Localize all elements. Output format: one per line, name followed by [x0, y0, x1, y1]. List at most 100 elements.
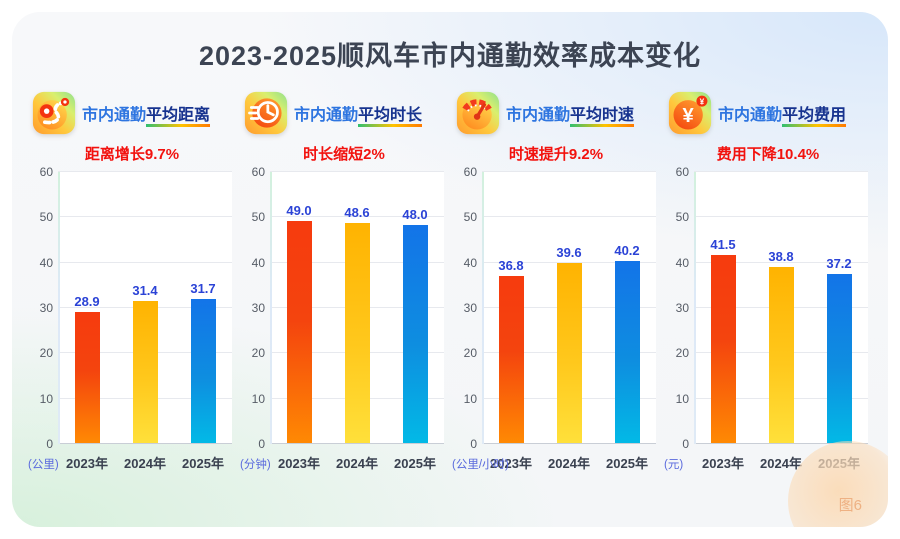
- bar-2023年: [74, 312, 100, 443]
- y-axis-tick-label: 20: [675, 346, 689, 361]
- bar-slot: 48.0: [386, 203, 444, 443]
- y-axis-line: [482, 172, 484, 444]
- y-axis-tick-label: 10: [39, 391, 53, 406]
- bar-value-label: 40.2: [614, 242, 640, 258]
- bar-slot: 31.4: [116, 281, 174, 443]
- y-axis-tick-label: 10: [463, 391, 477, 406]
- panel-avg-distance: 市内通勤平均距离 距离增长9.7% 0 10 20 30 40 50 60 28.9 31.4…: [28, 89, 232, 477]
- change-summary: 距离增长9.7%: [84, 146, 180, 163]
- y-axis-tick-label: 0: [258, 437, 265, 451]
- panel-title: 市内通勤平均时长: [294, 101, 423, 127]
- y-axis-unit: (元): [664, 459, 684, 471]
- y-axis-tick-label: 40: [463, 255, 477, 270]
- panel-header: ¥ ¥ 市内通勤平均费用: [668, 89, 868, 137]
- gridline: [482, 261, 656, 263]
- y-axis-tick-label: 0: [46, 437, 53, 451]
- x-axis-category-label: 2024年: [124, 456, 166, 471]
- x-axis: (分钟) 2023年 2024年 2025年: [240, 453, 444, 477]
- y-axis: 0 10 20 30 40 50 60: [456, 165, 482, 451]
- bar-value-label: 36.8: [498, 258, 524, 274]
- bar-2023年: [710, 254, 736, 443]
- bar-value-label: 41.5: [710, 236, 736, 252]
- gridline: [58, 261, 232, 263]
- bar-2025年: [614, 260, 640, 443]
- change-summary: 费用下降10.4%: [716, 146, 820, 163]
- y-axis: 0 10 20 30 40 50 60: [244, 165, 270, 451]
- y-axis-tick-label: 30: [39, 301, 53, 315]
- y-axis-tick-label: 20: [39, 346, 53, 361]
- panel-title-highlight: 平均时长: [358, 107, 423, 127]
- x-axis-category-label: 2023年: [66, 456, 108, 471]
- panel-avg-cost: ¥ ¥ 市内通勤平均费用 费用下降10.4% 0 10 20 30 40 50 60 41.…: [664, 89, 868, 477]
- gridline: [694, 216, 868, 218]
- panel-title-highlight: 平均费用: [782, 107, 847, 127]
- panel-title-prefix: 市内通勤: [506, 107, 571, 124]
- panel-title-prefix: 市内通勤: [718, 107, 783, 124]
- clock-icon: [244, 91, 288, 135]
- bar-slot: 31.7: [174, 281, 232, 443]
- bar-2024年: [768, 267, 794, 443]
- plot-area: 28.9 31.4 31.7: [58, 171, 232, 444]
- bar-slot: 36.8: [482, 243, 540, 443]
- y-axis-tick-label: 60: [39, 165, 53, 179]
- x-axis-category-label: 2025年: [394, 456, 436, 471]
- change-summary: 时速提升9.2%: [508, 146, 604, 163]
- gridline: [694, 261, 868, 263]
- panel-header: 市内通勤平均时长: [244, 89, 444, 137]
- bar-group: 49.0 48.6 48.0: [270, 203, 444, 443]
- infographic-card: 2023-2025顺风车市内通勤效率成本变化 市内通勤平均距离 距离增长9.7%…: [12, 12, 888, 527]
- panel-title-highlight: 平均时速: [570, 107, 635, 127]
- y-axis-tick-label: 40: [251, 255, 265, 270]
- x-axis: (公里) 2023年 2024年 2025年: [28, 453, 232, 477]
- y-axis-tick-label: 20: [463, 346, 477, 361]
- gridline: [694, 171, 868, 172]
- bar-slot: 49.0: [270, 203, 328, 443]
- bar-group: 41.5 38.8 37.2: [694, 237, 868, 443]
- x-axis-category-label: 2023年: [278, 456, 320, 471]
- route-icon: [32, 91, 76, 135]
- page-title: 2023-2025顺风车市内通勤效率成本变化: [198, 41, 702, 71]
- y-axis-tick-label: 20: [251, 346, 265, 361]
- bar-2023年: [498, 276, 524, 443]
- x-axis-category-label: 2023年: [702, 456, 744, 471]
- bar-slot: 41.5: [694, 237, 752, 443]
- x-axis-baseline: [482, 443, 656, 444]
- y-axis-unit: (分钟): [240, 459, 271, 471]
- y-axis-line: [694, 172, 696, 444]
- bar-value-label: 48.0: [402, 207, 428, 223]
- panel-title-prefix: 市内通勤: [82, 107, 147, 124]
- bar-value-label: 48.6: [344, 204, 370, 220]
- panel-avg-speed: 市内通勤平均时速 时速提升9.2% 0 10 20 30 40 50 60 36.8 39.6…: [452, 89, 656, 477]
- y-axis-tick-label: 50: [675, 210, 689, 225]
- x-axis-baseline: [270, 443, 444, 444]
- bar-value-label: 37.2: [826, 256, 852, 272]
- y-axis-tick-label: 0: [682, 437, 689, 451]
- x-axis: (公里/小时) 2023年 2024年 2025年: [452, 453, 656, 477]
- panel-header: 市内通勤平均距离: [32, 89, 232, 137]
- bar-value-label: 28.9: [74, 294, 100, 309]
- y-axis-unit: (公里): [28, 459, 59, 471]
- y-axis-tick-label: 50: [251, 210, 265, 225]
- bar-value-label: 31.7: [190, 281, 216, 297]
- bar-value-label: 31.4: [132, 282, 158, 298]
- bar-group: 28.9 31.4 31.7: [58, 281, 232, 443]
- x-axis-category-label: 2024年: [548, 456, 590, 471]
- plot-area: 41.5 38.8 37.2: [694, 171, 868, 444]
- gridline: [58, 171, 232, 172]
- gridline: [58, 216, 232, 218]
- x-axis-category-label: 2024年: [336, 456, 378, 471]
- bar-slot: 40.2: [598, 243, 656, 443]
- plot-area: 36.8 39.6 40.2: [482, 171, 656, 444]
- y-axis-tick-label: 30: [463, 301, 477, 315]
- bar-2025年: [826, 274, 852, 443]
- chart-panels: 市内通勤平均距离 距离增长9.7% 0 10 20 30 40 50 60 28.9 31.4…: [12, 73, 888, 477]
- x-axis-category-label: 2025年: [606, 456, 648, 471]
- x-axis-labels: 2023年 2024年 2025年: [58, 453, 232, 472]
- y-axis-tick-label: 30: [675, 301, 689, 315]
- y-axis-tick-label: 40: [39, 255, 53, 270]
- y-axis-tick-label: 50: [39, 210, 53, 225]
- bar-chart: 0 10 20 30 40 50 60 41.5 38.8 37.2: [668, 165, 868, 451]
- x-axis-category-label: 2023年: [490, 456, 532, 471]
- y-axis-tick-label: 50: [463, 210, 477, 225]
- y-axis-tick-label: 10: [675, 391, 689, 406]
